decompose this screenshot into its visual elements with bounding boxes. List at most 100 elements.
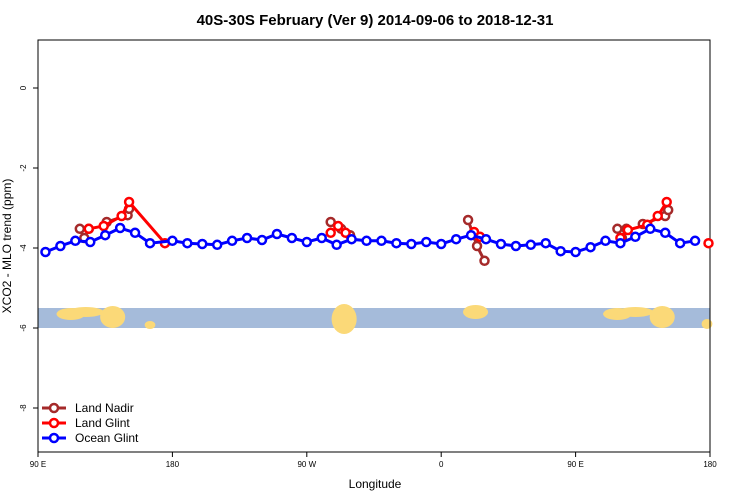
legend-item-ocean-glint: Ocean Glint (42, 431, 139, 445)
land-shape (144, 321, 156, 329)
data-point (144, 237, 156, 249)
data-point (612, 223, 623, 235)
data-point (55, 240, 66, 252)
data-point (316, 232, 327, 244)
legend-marker (48, 432, 60, 444)
data-point (211, 239, 223, 251)
data-point (197, 238, 208, 250)
data-point (271, 228, 283, 240)
land-shape (100, 306, 126, 328)
x-tick-label: 180 (166, 460, 180, 469)
series-land-glint (325, 220, 351, 239)
data-point (361, 235, 372, 247)
legend-marker (48, 417, 60, 429)
data-point (98, 220, 109, 232)
data-point (391, 237, 402, 249)
y-axis-label: XCO2 - MLO trend (ppm) (0, 179, 14, 314)
land-shape (617, 307, 654, 317)
data-point (40, 246, 51, 258)
data-point (421, 236, 432, 248)
data-point (346, 233, 357, 245)
legend-label: Ocean Glint (75, 431, 139, 445)
plot-area (37, 39, 711, 453)
data-point (332, 220, 344, 232)
series-layer (40, 196, 714, 267)
data-point (585, 241, 596, 253)
data-point (703, 237, 714, 249)
x-tick-label: 0 (439, 460, 444, 469)
data-point (600, 235, 611, 247)
data-point (167, 235, 178, 247)
legend-marker (48, 402, 60, 414)
land-shape (67, 307, 104, 317)
data-point (182, 237, 193, 249)
y-tick-label: -8 (19, 404, 28, 412)
legend-label: Land Glint (75, 416, 130, 430)
data-point (435, 238, 447, 250)
data-point (465, 229, 477, 241)
data-point (674, 237, 686, 249)
data-point (123, 196, 135, 208)
land-shape (463, 305, 489, 319)
data-point (495, 238, 507, 250)
ocean-band (38, 308, 710, 328)
data-point (480, 233, 492, 245)
data-point (325, 227, 336, 239)
data-point (406, 238, 417, 250)
plot-frame (37, 39, 711, 453)
data-point (450, 233, 462, 245)
series-land-glint (83, 196, 171, 249)
data-point (652, 210, 663, 222)
legend-label: Land Nadir (75, 401, 134, 415)
data-point (331, 239, 342, 251)
series-land-glint (703, 237, 714, 249)
data-point (85, 236, 96, 248)
data-point (645, 223, 656, 235)
data-point (555, 245, 566, 257)
data-point (622, 224, 634, 236)
data-point (540, 237, 551, 249)
data-point (479, 255, 490, 267)
y-axis: 0 -2 -4 -6 -8 (19, 85, 38, 412)
y-tick-label: -6 (19, 324, 28, 332)
data-point (510, 240, 522, 252)
data-point (325, 216, 336, 228)
data-point (256, 234, 268, 246)
x-axis-label: Longitude (349, 477, 402, 491)
data-point (615, 237, 626, 249)
data-point (74, 223, 86, 235)
data-point (659, 227, 671, 239)
data-point (129, 227, 141, 239)
data-point (116, 210, 127, 222)
x-tick-label: 90 E (30, 460, 46, 469)
series-ocean-glint (40, 222, 701, 258)
x-tick-label: 90 E (567, 460, 583, 469)
data-point (99, 229, 111, 241)
land-shape (649, 306, 675, 328)
data-point (570, 246, 581, 258)
data-point (525, 239, 537, 251)
legend-item-land-glint: Land Glint (42, 416, 130, 430)
x-tick-label: 90 W (297, 460, 316, 469)
map-strip (38, 304, 713, 334)
data-point (340, 227, 351, 239)
y-tick-label: -4 (19, 244, 28, 252)
legend-item-land-nadir: Land Nadir (42, 401, 134, 415)
data-point (661, 196, 672, 208)
data-point (630, 231, 641, 243)
x-tick-label: 180 (703, 460, 717, 469)
data-point (83, 223, 95, 235)
data-point (376, 235, 387, 247)
data-point (462, 214, 474, 226)
data-point (301, 236, 313, 248)
data-point (286, 232, 298, 244)
data-point (241, 232, 253, 244)
data-point (70, 235, 81, 247)
data-point (689, 235, 701, 247)
x-axis: 90 E 180 90 W 0 90 E 180 (30, 452, 717, 469)
chart-title: 40S-30S February (Ver 9) 2014-09-06 to 2… (197, 12, 554, 29)
data-point (471, 240, 483, 252)
land-shape (331, 304, 357, 334)
